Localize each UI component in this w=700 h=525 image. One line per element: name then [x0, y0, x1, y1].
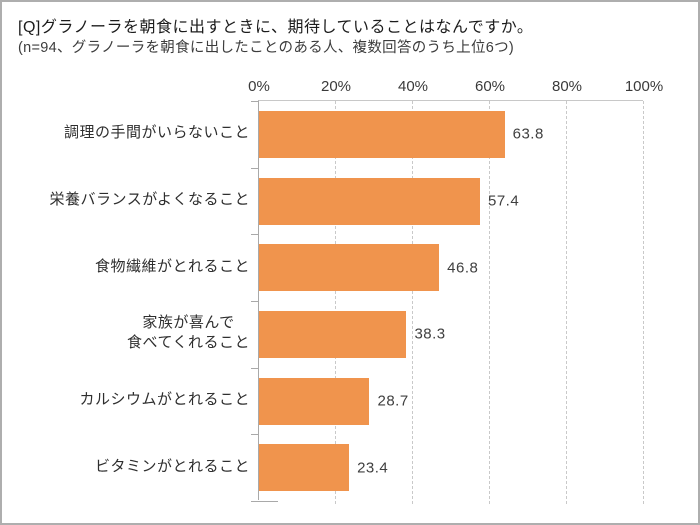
- vertical-gridline: [566, 101, 567, 504]
- axis-bottom-stub: [259, 501, 278, 502]
- bar-5: [259, 377, 370, 425]
- category-axis-tick: [251, 301, 259, 302]
- category-axis-tick: [251, 434, 259, 435]
- category-label-row: 食物繊維がとれること: [2, 233, 250, 300]
- x-axis-tick-label: 40%: [397, 78, 429, 95]
- category-label-row: 家族が喜んで 食べてくれること: [2, 300, 250, 367]
- chart-subtitle: (n=94、グラノーラを朝食に出したことのある人、複数回答のうち上位6つ): [18, 40, 515, 56]
- category-axis-tick: [251, 501, 259, 502]
- x-axis-tick-label: 100%: [624, 78, 664, 95]
- category-axis-tick: [251, 101, 259, 102]
- bar-value-label: 23.4: [357, 459, 389, 477]
- bar-value-label: 38.3: [414, 325, 446, 343]
- x-axis-tick-label: 0%: [248, 78, 270, 95]
- vertical-gridline: [489, 101, 490, 504]
- bar-value-label: 46.8: [447, 259, 479, 277]
- category-label-row: 調理の手間がいらないこと: [2, 100, 250, 167]
- category-label: 家族が喜んで 食べてくれること: [127, 314, 250, 352]
- x-axis-tick-label: 80%: [551, 78, 583, 95]
- bar-3: [259, 244, 440, 292]
- bar-2: [259, 177, 480, 225]
- category-label: 食物繊維がとれること: [94, 257, 250, 275]
- vertical-gridline: [412, 101, 413, 504]
- category-label: ビタミンがとれること: [94, 457, 250, 475]
- bar-value-label: 57.4: [487, 192, 520, 210]
- bar-6: [259, 444, 350, 492]
- category-label: カルシウムがとれること: [79, 390, 250, 408]
- vertical-gridline: [643, 101, 644, 504]
- chart-title: [Q]グラノーラを朝食に出すときに、期待していることはなんですか。: [18, 19, 534, 36]
- category-label: 調理の手間がいらないこと: [63, 124, 250, 142]
- category-label-row: カルシウムがとれること: [2, 367, 250, 434]
- category-label: 栄養バランスがよくなること: [49, 190, 250, 208]
- bar-1: [259, 110, 505, 158]
- bar-value-label: 28.7: [377, 392, 409, 410]
- category-axis-tick: [251, 368, 259, 369]
- bar-value-label: 63.8: [512, 125, 544, 143]
- x-axis-tick-label: 60%: [474, 78, 506, 95]
- category-label-row: ビタミンがとれること: [2, 433, 250, 500]
- category-axis-labels: 調理の手間がいらないこと栄養バランスがよくなること食物繊維がとれること家族が喜ん…: [2, 100, 250, 500]
- category-axis-tick: [251, 234, 259, 235]
- bar-4: [259, 310, 407, 358]
- x-axis-tick-label: 20%: [320, 78, 352, 95]
- vertical-gridline: [335, 101, 336, 504]
- plot-area: 0% 20% 40% 60% 80% 100% 63.8 57.4 46.8 38.3 28.7 23…: [248, 78, 663, 504]
- category-axis-tick: [251, 168, 259, 169]
- category-label-row: 栄養バランスがよくなること: [2, 167, 250, 234]
